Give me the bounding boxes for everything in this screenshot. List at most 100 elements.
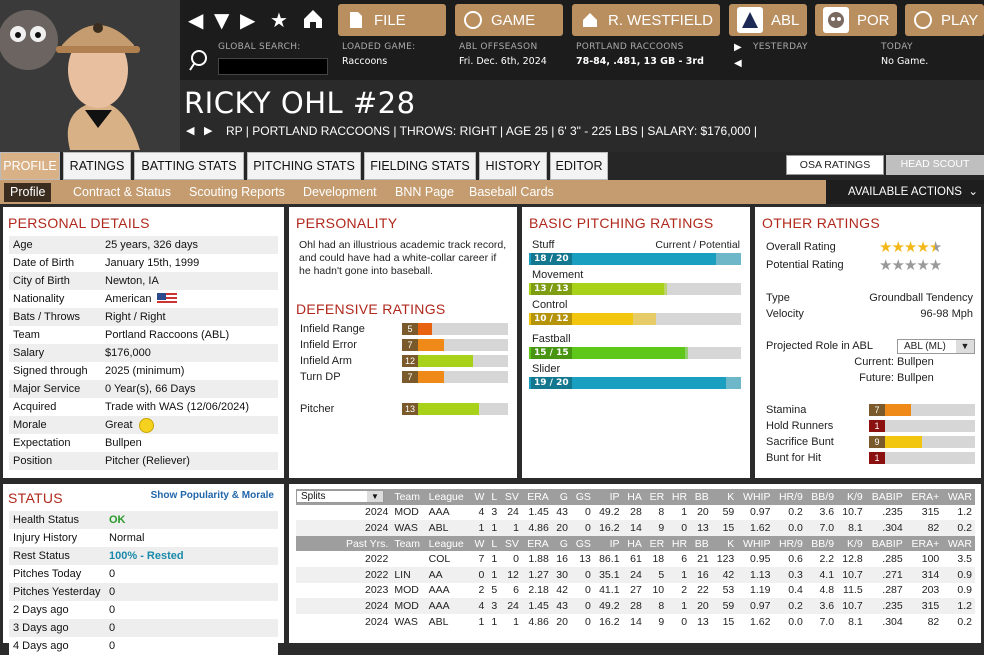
- column-header[interactable]: League: [428, 490, 464, 503]
- subtab-bnn-page[interactable]: BNN Page: [395, 185, 455, 199]
- subtab-scouting-reports[interactable]: Scouting Reports: [189, 185, 285, 199]
- stats-cell: 2.2: [819, 553, 835, 566]
- show-popularity-morale-link[interactable]: Show Popularity & Morale: [150, 490, 274, 501]
- tab-batting-stats[interactable]: BATTING STATS: [134, 152, 244, 180]
- column-header[interactable]: BABIP: [871, 490, 903, 503]
- column-header[interactable]: HR: [671, 490, 688, 503]
- column-header[interactable]: GS: [575, 490, 591, 503]
- stats-cell: 0.97: [750, 506, 771, 519]
- detail-row: Bats / Throws Right / Right: [9, 308, 278, 326]
- column-header[interactable]: IP: [609, 490, 620, 503]
- column-header[interactable]: League: [428, 537, 464, 550]
- subtab-development[interactable]: Development: [303, 185, 377, 199]
- tab-editor[interactable]: EDITOR: [550, 152, 608, 180]
- column-header[interactable]: WHIP: [743, 490, 771, 503]
- head-scout-toggle[interactable]: HEAD SCOUT: [886, 155, 984, 175]
- column-header[interactable]: BB/9: [811, 490, 835, 503]
- home-icon[interactable]: [302, 8, 324, 33]
- column-header[interactable]: HR/9: [778, 490, 803, 503]
- role-current-value: Bullpen: [897, 356, 934, 368]
- column-header[interactable]: K/9: [846, 537, 863, 550]
- detail-row: Expectation Bullpen: [9, 434, 278, 452]
- search-icon[interactable]: [188, 48, 210, 75]
- subtab-profile[interactable]: Profile: [4, 183, 52, 202]
- column-header[interactable]: GS: [575, 537, 591, 550]
- stats-cell: 43: [556, 599, 568, 612]
- tab-pitching-stats[interactable]: PITCHING STATS: [247, 152, 361, 180]
- column-header[interactable]: ERA+: [911, 537, 940, 550]
- column-header[interactable]: WHIP: [743, 537, 771, 550]
- stats-cell: .271: [882, 568, 903, 581]
- tab-ratings[interactable]: RATINGS: [63, 152, 131, 180]
- detail-value[interactable]: Trade with WAS (12/06/2024): [105, 401, 250, 413]
- play-menu-button[interactable]: PLAY: [905, 4, 984, 36]
- league-menu-button[interactable]: ABL: [729, 4, 807, 36]
- subtab-contract-status[interactable]: Contract & Status: [73, 185, 171, 199]
- column-header[interactable]: BB: [694, 490, 709, 503]
- column-header[interactable]: G: [559, 537, 568, 550]
- detail-label: Major Service: [13, 383, 81, 395]
- column-header[interactable]: ER: [649, 537, 665, 550]
- player-photo: [0, 10, 140, 150]
- column-header[interactable]: HR: [671, 537, 688, 550]
- column-header[interactable]: Team: [394, 490, 421, 503]
- column-header[interactable]: WAR: [947, 490, 972, 503]
- column-header[interactable]: Team: [394, 537, 421, 550]
- column-header[interactable]: BB/9: [811, 537, 835, 550]
- available-actions-button[interactable]: AVAILABLE ACTIONS ⌄: [826, 180, 984, 204]
- osa-ratings-toggle[interactable]: OSA RATINGS: [786, 155, 884, 175]
- forward-arrow-icon[interactable]: ▶: [240, 8, 256, 32]
- manager-menu-button[interactable]: R. WESTFIELD: [572, 4, 720, 36]
- column-header[interactable]: ERA: [527, 537, 549, 550]
- next-player-icon[interactable]: ▶: [204, 124, 213, 137]
- column-header[interactable]: IP: [609, 537, 620, 550]
- column-header[interactable]: SV: [504, 490, 519, 503]
- stats-row: 2024 MOD AAA 4 3 24 1.45 43 0 49.2 28 8 1 20 59 0.97 0.2…: [296, 505, 975, 521]
- stats-cell: 3.5: [957, 553, 972, 566]
- column-header[interactable]: HR/9: [778, 537, 803, 550]
- column-header[interactable]: K/9: [846, 490, 863, 503]
- column-header[interactable]: HA: [627, 537, 642, 550]
- subtab-baseball-cards[interactable]: Baseball Cards: [469, 185, 554, 199]
- column-header[interactable]: ERA: [527, 490, 549, 503]
- tab-history[interactable]: HISTORY: [479, 152, 547, 180]
- rating-label: Stamina: [766, 404, 807, 416]
- rating-bar: 12: [402, 355, 508, 367]
- column-header[interactable]: L: [491, 537, 498, 550]
- column-header[interactable]: SV: [504, 537, 519, 550]
- global-search-input[interactable]: [218, 58, 328, 75]
- splits-select[interactable]: Splits ▼: [296, 490, 384, 504]
- rating-bar: 7: [869, 404, 975, 416]
- column-header[interactable]: WAR: [947, 537, 972, 550]
- team-menu-button[interactable]: POR: [815, 4, 897, 36]
- column-header[interactable]: ER: [649, 490, 665, 503]
- tab-fielding-stats[interactable]: FIELDING STATS: [364, 152, 476, 180]
- favorite-star-icon[interactable]: ★: [270, 8, 288, 32]
- back-arrow-icon[interactable]: ◀: [188, 8, 204, 32]
- detail-value[interactable]: American: [105, 293, 152, 305]
- column-header[interactable]: BABIP: [871, 537, 903, 550]
- detail-value[interactable]: Portland Raccoons (ABL): [105, 329, 230, 341]
- column-header[interactable]: K: [727, 490, 735, 503]
- prev-player-icon[interactable]: ◀: [186, 124, 195, 137]
- stats-cell: 1.88: [528, 553, 549, 566]
- manager-label: R. WESTFIELD: [608, 11, 714, 29]
- column-header[interactable]: W: [474, 490, 485, 503]
- past-years-header-row: Past Yrs. Team League W L SV ERA G GS IP HA ER HR BB K…: [296, 535, 975, 552]
- yesterday-prev-icon[interactable]: ◀: [734, 58, 742, 69]
- column-header[interactable]: G: [559, 490, 568, 503]
- tab-profile[interactable]: PROFILE: [0, 152, 60, 180]
- column-header[interactable]: BB: [694, 537, 709, 550]
- file-menu-button[interactable]: FILE: [338, 4, 446, 36]
- yesterday-next-icon[interactable]: ▶: [734, 42, 742, 53]
- column-header[interactable]: ERA+: [911, 490, 940, 503]
- column-header[interactable]: L: [491, 490, 498, 503]
- column-header[interactable]: HA: [627, 490, 642, 503]
- column-header[interactable]: K: [727, 537, 735, 550]
- history-dropdown-icon[interactable]: ▼: [214, 8, 230, 32]
- rating-bar-fill: [402, 355, 473, 367]
- projected-role-select[interactable]: ABL (ML) ▼: [897, 339, 975, 354]
- game-menu-button[interactable]: GAME: [455, 4, 563, 36]
- column-header[interactable]: W: [474, 537, 485, 550]
- stats-cell: 0.0: [788, 521, 803, 534]
